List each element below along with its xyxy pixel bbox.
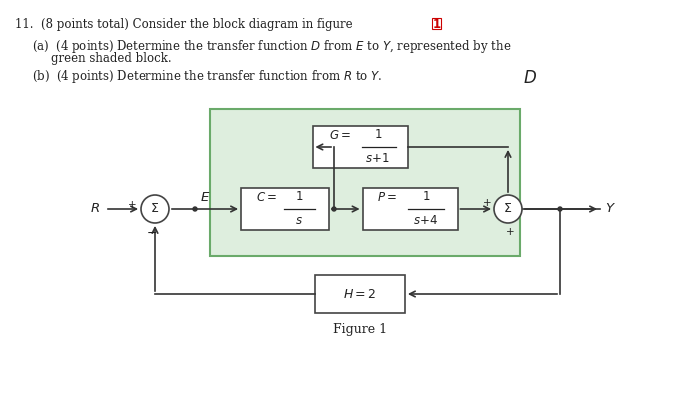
Text: $1$: $1$: [295, 190, 303, 203]
Text: $-$: $-$: [146, 226, 158, 239]
Text: 11.  (8 points total) Consider the block diagram in figure: 11. (8 points total) Consider the block …: [15, 18, 356, 31]
Bar: [241, 188, 329, 230]
Text: $+$: $+$: [505, 226, 514, 237]
Text: $C =$: $C =$: [256, 191, 278, 204]
Text: $P =$: $P =$: [377, 191, 397, 204]
Circle shape: [494, 195, 522, 223]
Text: $G =$: $G =$: [329, 129, 351, 142]
Text: $\Sigma$: $\Sigma$: [503, 202, 512, 215]
Text: $E$: $E$: [199, 191, 210, 204]
Text: $Y$: $Y$: [605, 202, 616, 215]
Circle shape: [332, 207, 336, 211]
Circle shape: [193, 207, 197, 211]
Text: (a)  (4 points) Determine the transfer function $D$ from $E$ to $Y$, represented: (a) (4 points) Determine the transfer fu…: [32, 38, 512, 55]
Text: $+$: $+$: [127, 200, 137, 210]
Text: $D$: $D$: [523, 70, 537, 87]
Text: $+$: $+$: [482, 198, 492, 208]
Text: $R$: $R$: [90, 202, 100, 215]
Bar: [363, 188, 458, 230]
Circle shape: [558, 207, 562, 211]
Text: $1$: $1$: [422, 190, 430, 203]
Text: $s\!+\!1$: $s\!+\!1$: [365, 152, 391, 165]
Bar: [210, 109, 520, 256]
Text: Figure 1: Figure 1: [333, 322, 387, 335]
Bar: [432, 17, 441, 29]
Text: $\mathbf{1}$: $\mathbf{1}$: [432, 18, 442, 31]
Text: (b)  (4 points) Determine the transfer function from $R$ to $Y$.: (b) (4 points) Determine the transfer fu…: [32, 68, 382, 85]
Text: $s$: $s$: [295, 214, 303, 227]
Bar: [315, 275, 405, 313]
Bar: [312, 126, 407, 168]
Text: green shaded block.: green shaded block.: [51, 52, 172, 65]
Circle shape: [141, 195, 169, 223]
Text: $\Sigma$: $\Sigma$: [150, 202, 160, 215]
Text: $s\!+\!4$: $s\!+\!4$: [413, 214, 439, 227]
Text: $1$: $1$: [374, 128, 382, 141]
Text: $H = 2$: $H = 2$: [343, 288, 377, 301]
